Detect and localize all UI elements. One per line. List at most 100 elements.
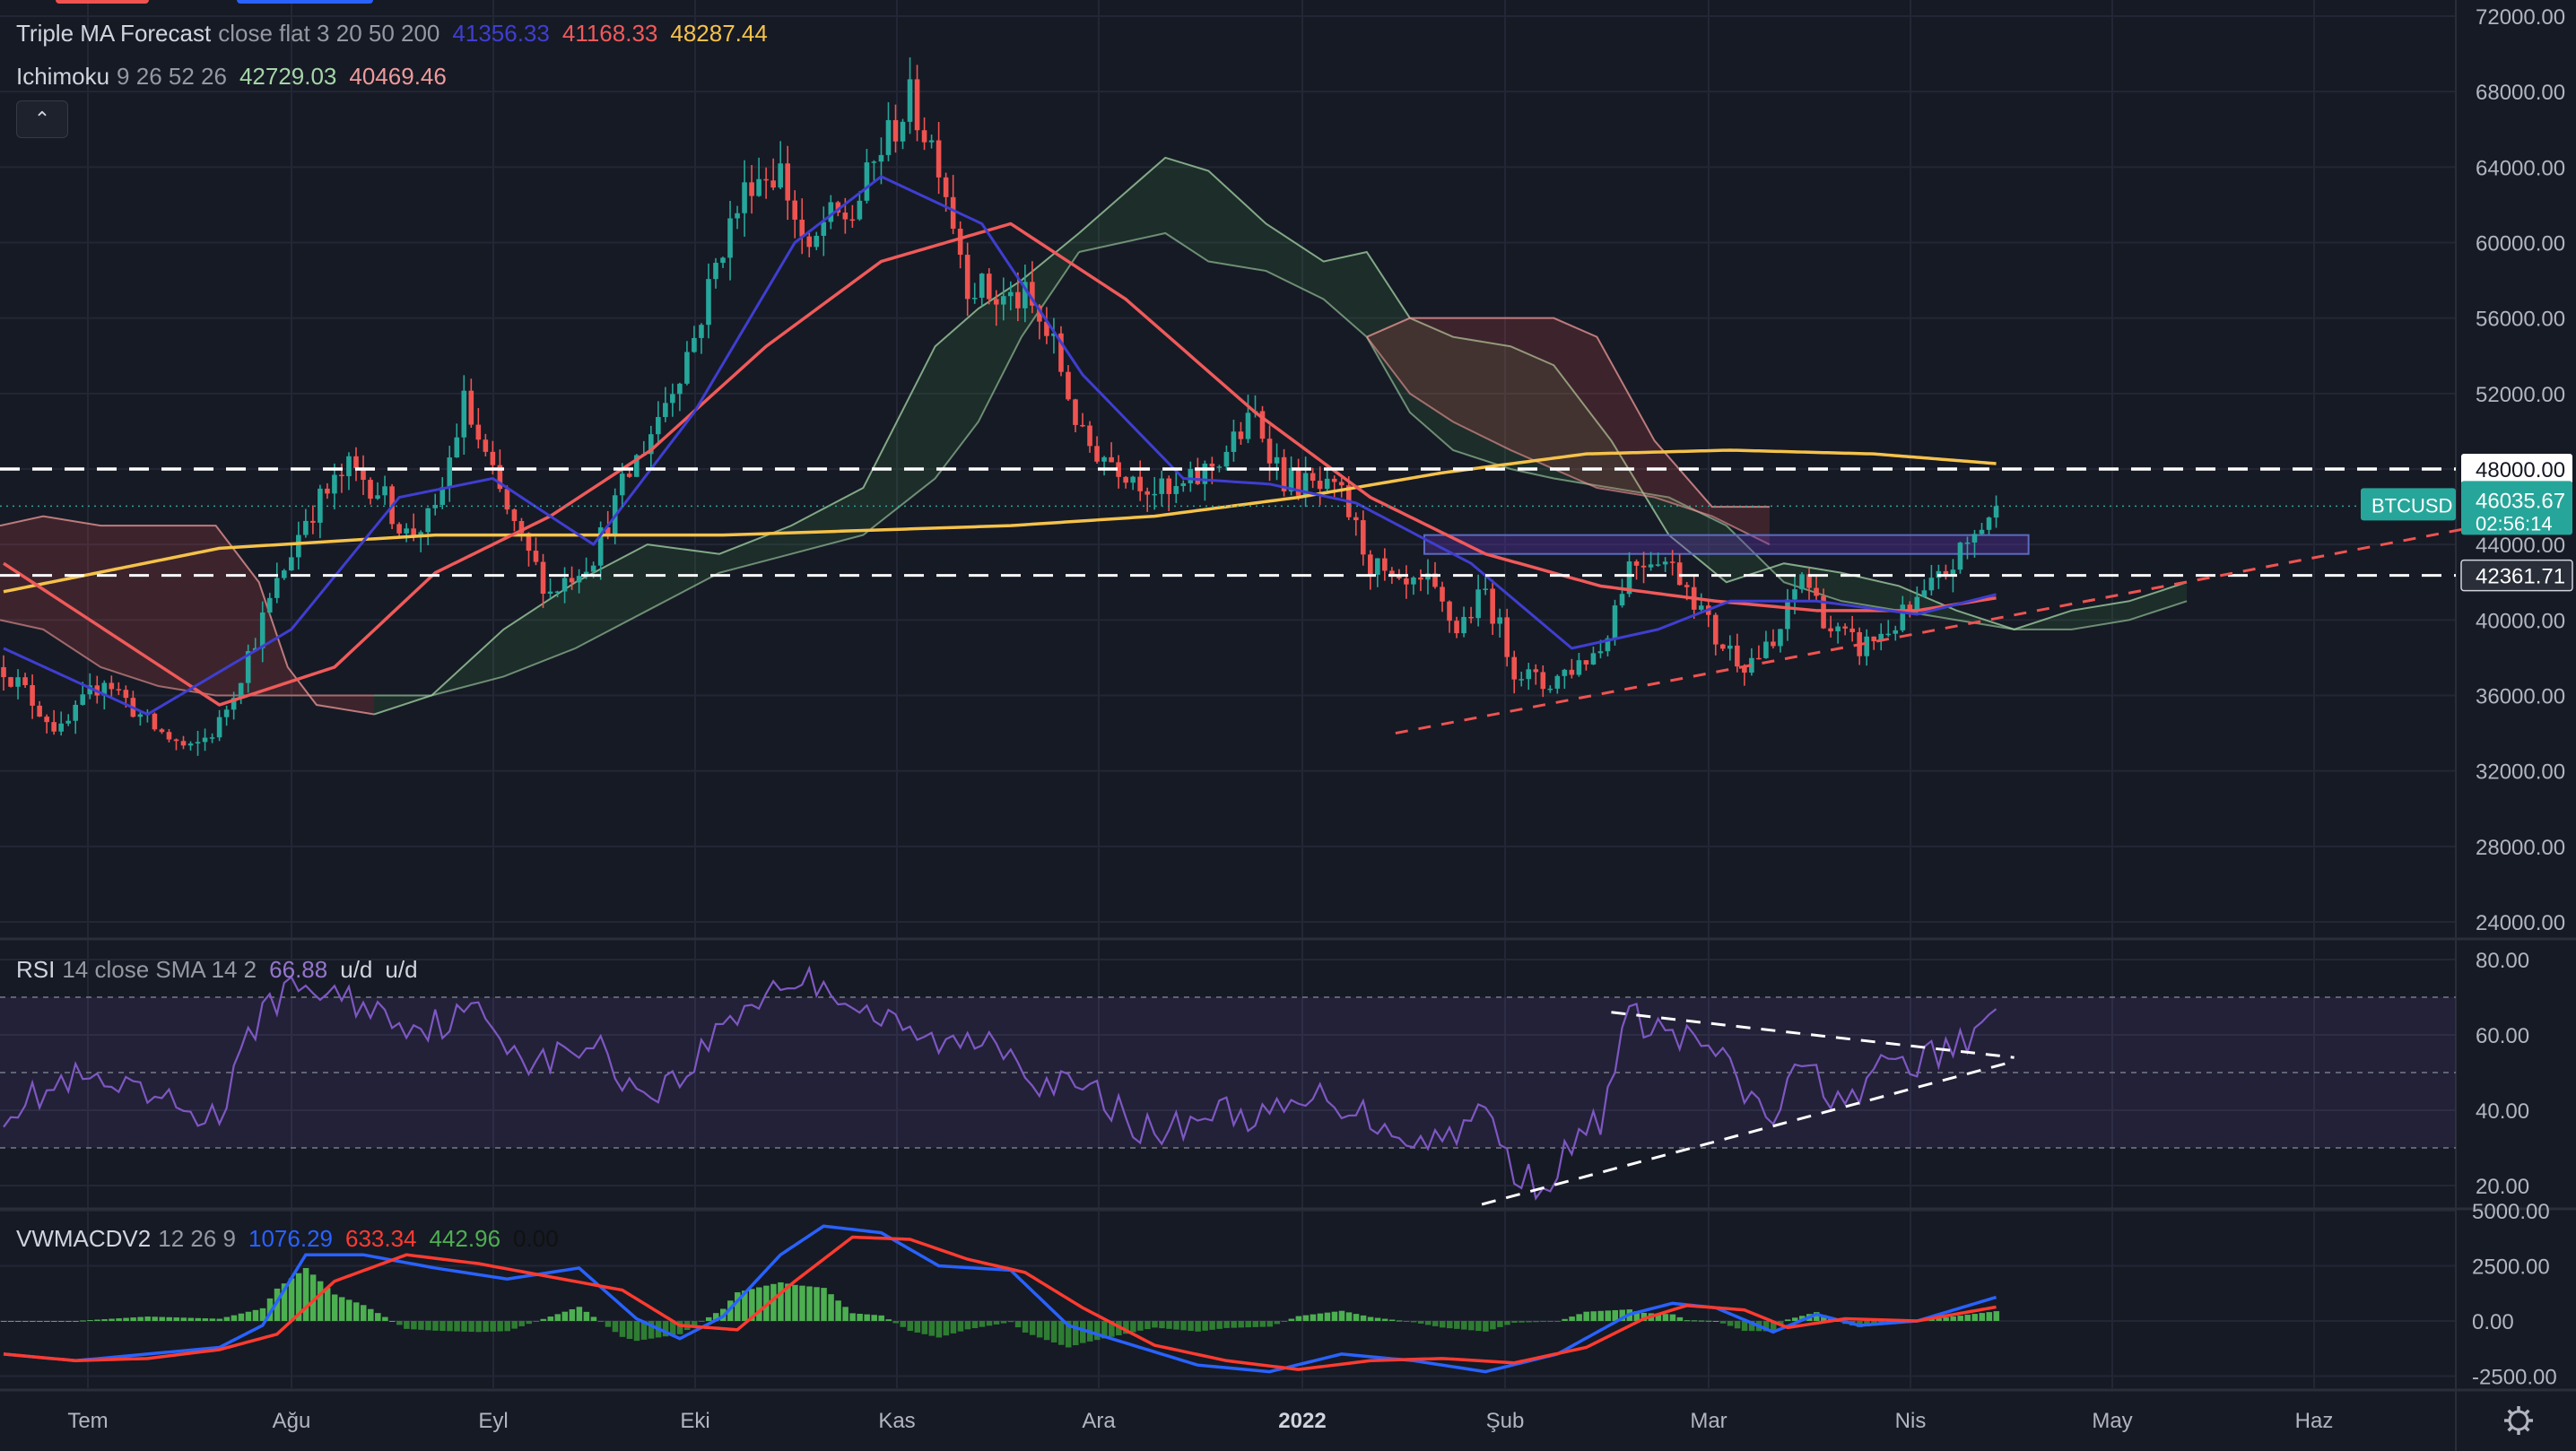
macd-hist-bar xyxy=(1029,1321,1036,1335)
legend-hist-value: 442.96 xyxy=(429,1225,501,1252)
macd-hist-bar xyxy=(518,1321,525,1326)
macd-hist-bar xyxy=(1410,1321,1417,1323)
candle-body xyxy=(1094,446,1100,462)
top-tab-blue[interactable] xyxy=(237,0,373,4)
macd-hist-bar xyxy=(259,1308,266,1321)
candle-body xyxy=(590,565,596,572)
legend-ichimoku[interactable]: Ichimoku 9 26 52 26 42729.03 40469.46 xyxy=(16,63,447,91)
gear-icon[interactable] xyxy=(2504,1406,2533,1435)
candle-body xyxy=(109,682,115,690)
macd-hist-bar xyxy=(1712,1321,1719,1322)
candle-body xyxy=(778,163,783,188)
macd-hist-bar xyxy=(1057,1321,1065,1345)
legend-rsi[interactable]: RSI 14 close SMA 14 2 66.88 u/d u/d xyxy=(16,956,418,984)
candle-body xyxy=(699,325,704,338)
macd-hist-bar xyxy=(1324,1312,1331,1321)
macd-hist-bar xyxy=(1274,1321,1281,1325)
macd-hist-bar xyxy=(936,1321,943,1338)
macd-hist-bar xyxy=(785,1283,791,1321)
macd-hist-bar xyxy=(288,1278,295,1321)
candle-body xyxy=(518,520,525,534)
candle-body xyxy=(80,694,86,705)
candle-body xyxy=(792,200,798,220)
candle-body xyxy=(871,161,877,163)
legend-triple-ma-params: close flat 3 20 50 200 xyxy=(218,20,440,47)
macd-hist-bar xyxy=(1691,1320,1698,1322)
candle-body xyxy=(576,576,582,583)
candle-body xyxy=(1885,633,1892,636)
candle-body xyxy=(633,455,640,477)
candle-body xyxy=(1842,626,1848,629)
candle-body xyxy=(454,437,460,458)
macd-hist-bar xyxy=(389,1321,396,1322)
candle-body xyxy=(1411,577,1416,585)
candle-body xyxy=(187,743,194,746)
candle-body xyxy=(1159,478,1165,494)
time-tick-label: Ara xyxy=(1082,1409,1116,1433)
candle-body xyxy=(1799,574,1805,590)
candle-body xyxy=(684,352,690,384)
candle-body xyxy=(497,465,503,490)
macd-hist-bar xyxy=(44,1321,50,1322)
top-tab-red[interactable] xyxy=(56,0,149,4)
macd-hist-bar xyxy=(842,1307,849,1321)
macd-hist-bar xyxy=(173,1317,179,1321)
candle-body xyxy=(1461,616,1466,634)
candle-body xyxy=(986,274,992,300)
candle-body xyxy=(1058,333,1064,372)
candle-body xyxy=(569,578,575,583)
candle-body xyxy=(1360,520,1366,555)
macd-hist-bar xyxy=(878,1315,884,1321)
candle-body xyxy=(1109,456,1114,463)
macd-hist-bar xyxy=(1295,1316,1302,1321)
macd-hist-bar xyxy=(1504,1321,1510,1325)
macd-hist-bar xyxy=(425,1321,431,1331)
candle-body xyxy=(382,486,387,496)
candle-body xyxy=(928,140,935,143)
legend-macd[interactable]: VWMACDV2 12 26 9 1076.29 633.34 442.96 0.00 xyxy=(16,1225,559,1253)
resistance-zone-box xyxy=(1423,534,2030,555)
candle-body xyxy=(339,474,344,476)
collapse-legend-button[interactable]: ⌃ xyxy=(16,100,68,138)
candle-body xyxy=(828,202,834,222)
macd-hist-bar xyxy=(1014,1321,1022,1328)
macd-hist-bar xyxy=(1388,1319,1396,1321)
symbol-badge xyxy=(2361,488,2456,521)
senkou-b-line xyxy=(1078,231,2188,630)
candle-body xyxy=(1814,587,1819,596)
macd-hist-bar xyxy=(1188,1321,1194,1332)
candle-body xyxy=(1432,573,1438,587)
gear-icon-tooth xyxy=(2507,1426,2513,1432)
candle-body xyxy=(749,182,754,196)
candle-body xyxy=(1051,333,1057,336)
legend-rsi-ud-2: u/d xyxy=(385,956,418,983)
macd-hist-bar xyxy=(1223,1321,1230,1328)
macd-hist-bar xyxy=(1353,1314,1360,1321)
macd-hist-bar xyxy=(1080,1321,1086,1343)
macd-hist-bar xyxy=(1799,1316,1806,1321)
rsi-tick-label: 40.00 xyxy=(2476,1099,2529,1124)
time-tick-label: Ağu xyxy=(273,1409,311,1433)
legend-triple-ma[interactable]: Triple MA Forecast close flat 3 20 50 200… xyxy=(16,20,768,48)
time-tick-label: Mar xyxy=(1690,1409,1727,1433)
candle-body xyxy=(418,532,423,536)
candle-body xyxy=(368,480,373,500)
price-tick-label: 44000.00 xyxy=(2476,534,2565,558)
candle-body xyxy=(1440,586,1445,602)
macd-hist-bar xyxy=(361,1305,367,1321)
macd-hist-bar xyxy=(633,1321,640,1342)
candle-body xyxy=(1037,305,1042,322)
macd-hist-bar xyxy=(1741,1321,1748,1332)
candle-body xyxy=(1216,466,1223,468)
legend-macd-name: VWMACDV2 xyxy=(16,1225,152,1252)
candle-body xyxy=(1087,425,1092,447)
macd-hist-bar xyxy=(950,1321,957,1334)
candle-body xyxy=(821,222,827,236)
macd-hist-bar xyxy=(252,1309,259,1321)
macd-hist-bar xyxy=(51,1321,57,1322)
candle-body xyxy=(1878,633,1884,642)
macd-hist-bar xyxy=(1762,1321,1770,1332)
macd-hist-bar xyxy=(1943,1317,1949,1321)
macd-hist-bar xyxy=(1403,1321,1410,1322)
